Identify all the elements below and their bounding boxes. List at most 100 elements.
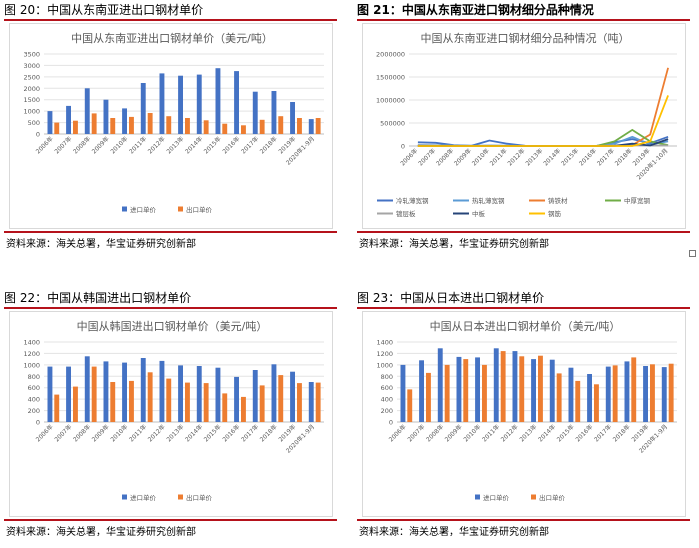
bar — [234, 376, 239, 422]
y-tick-label: 1000 — [23, 361, 40, 369]
bar — [290, 102, 295, 134]
legend-label: 进口单价 — [483, 493, 510, 502]
bar — [166, 378, 172, 422]
source-note: 资料来源：海关总署，华宝证券研究创新部 — [359, 239, 549, 250]
x-tick-label: 2012年 — [499, 423, 520, 444]
bar — [47, 366, 53, 422]
bar — [252, 91, 258, 134]
figure-21: 图 21：中国从东南亚进口钢材细分品种情况 中国从东南亚进口钢材细分品种情况（吨… — [357, 2, 690, 252]
y-tick-label: 3500 — [23, 51, 40, 59]
figure-22: 图 22：中国从韩国进出口钢材单价 中国从韩国进出口钢材单价（美元/吨） 0 200… — [4, 290, 337, 540]
bar — [147, 372, 153, 422]
x-tick-label: 2008年 — [71, 423, 92, 444]
bar — [650, 364, 655, 422]
bar — [512, 351, 518, 422]
chart-container: 中国从东南亚进出口钢材单价（美元/吨） 0 500 1000 1500 2000 2500 3… — [9, 23, 333, 229]
bar — [297, 383, 302, 422]
x-tick-label: 2011年 — [127, 135, 148, 156]
x-tick-label: 2014年 — [183, 135, 204, 156]
x-tick-label: 2013年 — [524, 147, 545, 168]
bar — [400, 364, 406, 422]
figure-caption: 图 21：中国从东南亚进口钢材细分品种情况 — [357, 3, 594, 17]
legend-label: 出口单价 — [539, 493, 566, 502]
x-tick-label: 2007年 — [417, 147, 438, 168]
y-tick-label: 1400 — [23, 339, 40, 347]
legend-label: 中厚宽钢 — [624, 196, 651, 205]
bar — [500, 351, 506, 422]
x-tick-label: 2010年 — [109, 135, 130, 156]
bar — [444, 364, 450, 422]
bar — [643, 366, 648, 422]
bar — [278, 116, 284, 134]
x-tick-label: 2014年 — [542, 147, 563, 168]
y-tick-label: 800 — [381, 373, 393, 381]
y-tick-label: 1000 — [23, 108, 40, 116]
x-tick-label: 2009年 — [452, 147, 473, 168]
bar — [215, 367, 221, 422]
bar — [271, 91, 277, 134]
caption-rule — [4, 307, 337, 309]
x-tick-label: 2018年 — [258, 423, 279, 444]
x-tick-label: 2018年 — [258, 135, 279, 156]
y-tick-label: 1400 — [376, 339, 393, 347]
x-tick-label: 2008年 — [434, 147, 455, 168]
bar — [66, 105, 71, 134]
chart-container: 中国从日本进出口钢材单价（美元/吨） 0 200 400 600 800 1000 1200 1… — [362, 311, 686, 517]
bar — [538, 355, 543, 422]
bar — [252, 370, 258, 422]
y-tick-label: 600 — [381, 384, 393, 392]
legend-swatch — [178, 494, 183, 500]
bar — [568, 367, 574, 422]
y-tick-label: 1000000 — [376, 97, 405, 105]
chart-container: 中国从韩国进出口钢材单价（美元/吨） 0 200 400 600 800 1000 1200 1… — [9, 311, 333, 517]
bar — [178, 75, 183, 134]
x-tick-label: 2011年 — [488, 147, 509, 168]
x-tick-label: 2012年 — [506, 147, 527, 168]
bar — [159, 360, 165, 422]
bar — [215, 68, 221, 134]
x-tick-label: 2015年 — [202, 423, 223, 444]
bar — [315, 382, 321, 422]
source-note: 资料来源：海关总署，华宝证券研究创新部 — [6, 239, 196, 250]
bar — [222, 393, 228, 422]
bar — [463, 359, 469, 422]
y-tick-label: 1500 — [23, 96, 40, 104]
y-tick-label: 0 — [401, 143, 405, 151]
y-tick-label: 500 — [28, 119, 40, 127]
legend-swatch — [531, 494, 536, 500]
line-chart: 中国从东南亚进口钢材细分品种情况（吨） 0 500000 1000000 1500000… — [376, 31, 677, 218]
chart-title: 中国从东南亚进出口钢材单价（美元/吨） — [71, 31, 273, 45]
bar — [587, 374, 592, 422]
figure-caption: 图 20：中国从东南亚进出口钢材单价 — [4, 3, 204, 17]
bar — [308, 382, 314, 422]
bar — [159, 73, 165, 134]
x-tick-label: 2010年 — [470, 147, 491, 168]
bar — [84, 88, 90, 134]
bar-chart: 中国从韩国进出口钢材单价（美元/吨） 0 200 400 600 800 1000 1200 1… — [23, 319, 324, 502]
bar — [54, 394, 60, 422]
bar — [73, 120, 78, 134]
y-tick-label: 400 — [28, 396, 40, 404]
legend-label: 铸铁材 — [548, 196, 568, 205]
legend-label: 钢筋 — [548, 209, 562, 218]
legend-label: 冷轧薄宽钢 — [396, 196, 429, 205]
x-tick-label: 2018年 — [613, 147, 634, 168]
bar — [110, 118, 116, 134]
source-rule — [357, 231, 690, 233]
bar — [668, 363, 674, 422]
y-tick-label: 1200 — [23, 350, 40, 358]
legend-swatch — [475, 494, 480, 500]
x-tick-label: 2016年 — [574, 423, 595, 444]
bar — [271, 364, 277, 422]
x-tick-label: 2018年 — [611, 423, 632, 444]
x-tick-label: 2007年 — [53, 423, 74, 444]
series-line — [417, 67, 669, 147]
x-tick-label: 2007年 — [53, 135, 74, 156]
bar — [166, 116, 172, 134]
x-tick-label: 2016年 — [221, 135, 242, 156]
bar — [103, 361, 109, 422]
x-tick-label: 2011年 — [480, 423, 501, 444]
x-tick-label: 2010年 — [462, 423, 483, 444]
y-tick-label: 600 — [28, 384, 40, 392]
bar — [549, 359, 555, 422]
